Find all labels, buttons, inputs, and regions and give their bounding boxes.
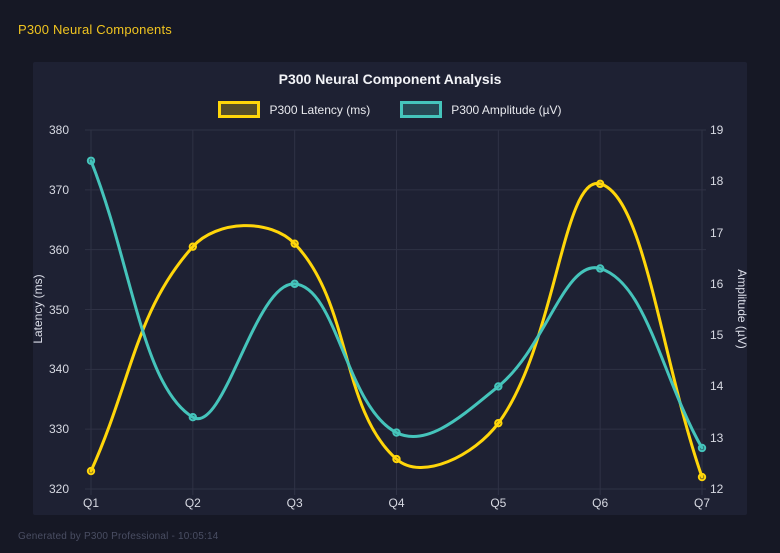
left-axis-tick: 330 bbox=[48, 422, 69, 437]
footer-status-text: Generated by P300 Professional - 10:05:1… bbox=[18, 531, 219, 542]
left-axis-tick: 340 bbox=[48, 362, 69, 377]
data-point[interactable] bbox=[290, 239, 299, 248]
chart-canvas[interactable] bbox=[33, 62, 747, 515]
x-axis-label: Q4 bbox=[388, 496, 405, 510]
legend-label-amplitude: P300 Amplitude (µV) bbox=[451, 102, 562, 117]
data-point[interactable] bbox=[188, 413, 198, 422]
amplitude-legend-swatch-icon bbox=[400, 101, 443, 118]
left-axis-title: Latency (ms) bbox=[31, 274, 45, 344]
data-point[interactable] bbox=[392, 454, 401, 464]
series-line-right bbox=[89, 159, 704, 450]
data-point[interactable] bbox=[494, 418, 503, 428]
latency-legend-swatch-icon bbox=[218, 101, 261, 118]
data-point[interactable] bbox=[188, 242, 198, 251]
x-axis-label: Q5 bbox=[490, 496, 507, 510]
right-axis-tick: 14 bbox=[710, 379, 724, 394]
left-axis-tick: 380 bbox=[48, 123, 69, 137]
legend-item-amplitude[interactable]: P300 Amplitude (µV) bbox=[400, 101, 562, 118]
x-axis-label: Q6 bbox=[592, 496, 609, 510]
data-point[interactable] bbox=[697, 472, 707, 482]
x-axis-label: Q7 bbox=[693, 496, 710, 510]
chart-legend: P300 Latency (ms) P300 Amplitude (µV) bbox=[33, 101, 747, 118]
page-title: P300 Neural Components bbox=[18, 22, 172, 37]
left-axis-tick: 370 bbox=[48, 182, 69, 197]
chart-title: P300 Neural Component Analysis bbox=[278, 71, 502, 87]
right-axis-tick: 16 bbox=[710, 276, 724, 291]
right-axis-tick: 19 bbox=[710, 123, 724, 137]
series-line-left bbox=[89, 182, 704, 479]
data-point[interactable] bbox=[86, 466, 96, 476]
right-axis-tick: 12 bbox=[710, 482, 724, 496]
data-point[interactable] bbox=[595, 264, 605, 273]
x-axis-label: Q2 bbox=[184, 496, 201, 510]
left-axis-tick: 350 bbox=[48, 302, 69, 317]
data-point[interactable] bbox=[290, 279, 299, 289]
legend-label-latency: P300 Latency (ms) bbox=[269, 102, 371, 117]
left-axis-tick: 320 bbox=[48, 482, 69, 496]
x-axis-label: Q1 bbox=[82, 496, 99, 510]
x-axis-label: Q3 bbox=[286, 496, 303, 510]
data-point[interactable] bbox=[392, 428, 401, 437]
right-axis-tick: 15 bbox=[710, 328, 724, 343]
right-axis-tick: 17 bbox=[710, 225, 724, 240]
legend-item-latency[interactable]: P300 Latency (ms) bbox=[218, 101, 370, 118]
left-axis-tick: 360 bbox=[48, 242, 69, 257]
right-axis-title: Amplitude (µV) bbox=[735, 269, 749, 349]
data-point[interactable] bbox=[697, 443, 707, 453]
right-axis-tick: 18 bbox=[710, 174, 724, 189]
data-point[interactable] bbox=[595, 179, 605, 189]
chart-panel: P300 Neural Component Analysis P300 Late… bbox=[31, 62, 749, 515]
data-point[interactable] bbox=[494, 382, 503, 391]
data-point[interactable] bbox=[86, 156, 96, 165]
right-axis-tick: 13 bbox=[710, 430, 724, 445]
